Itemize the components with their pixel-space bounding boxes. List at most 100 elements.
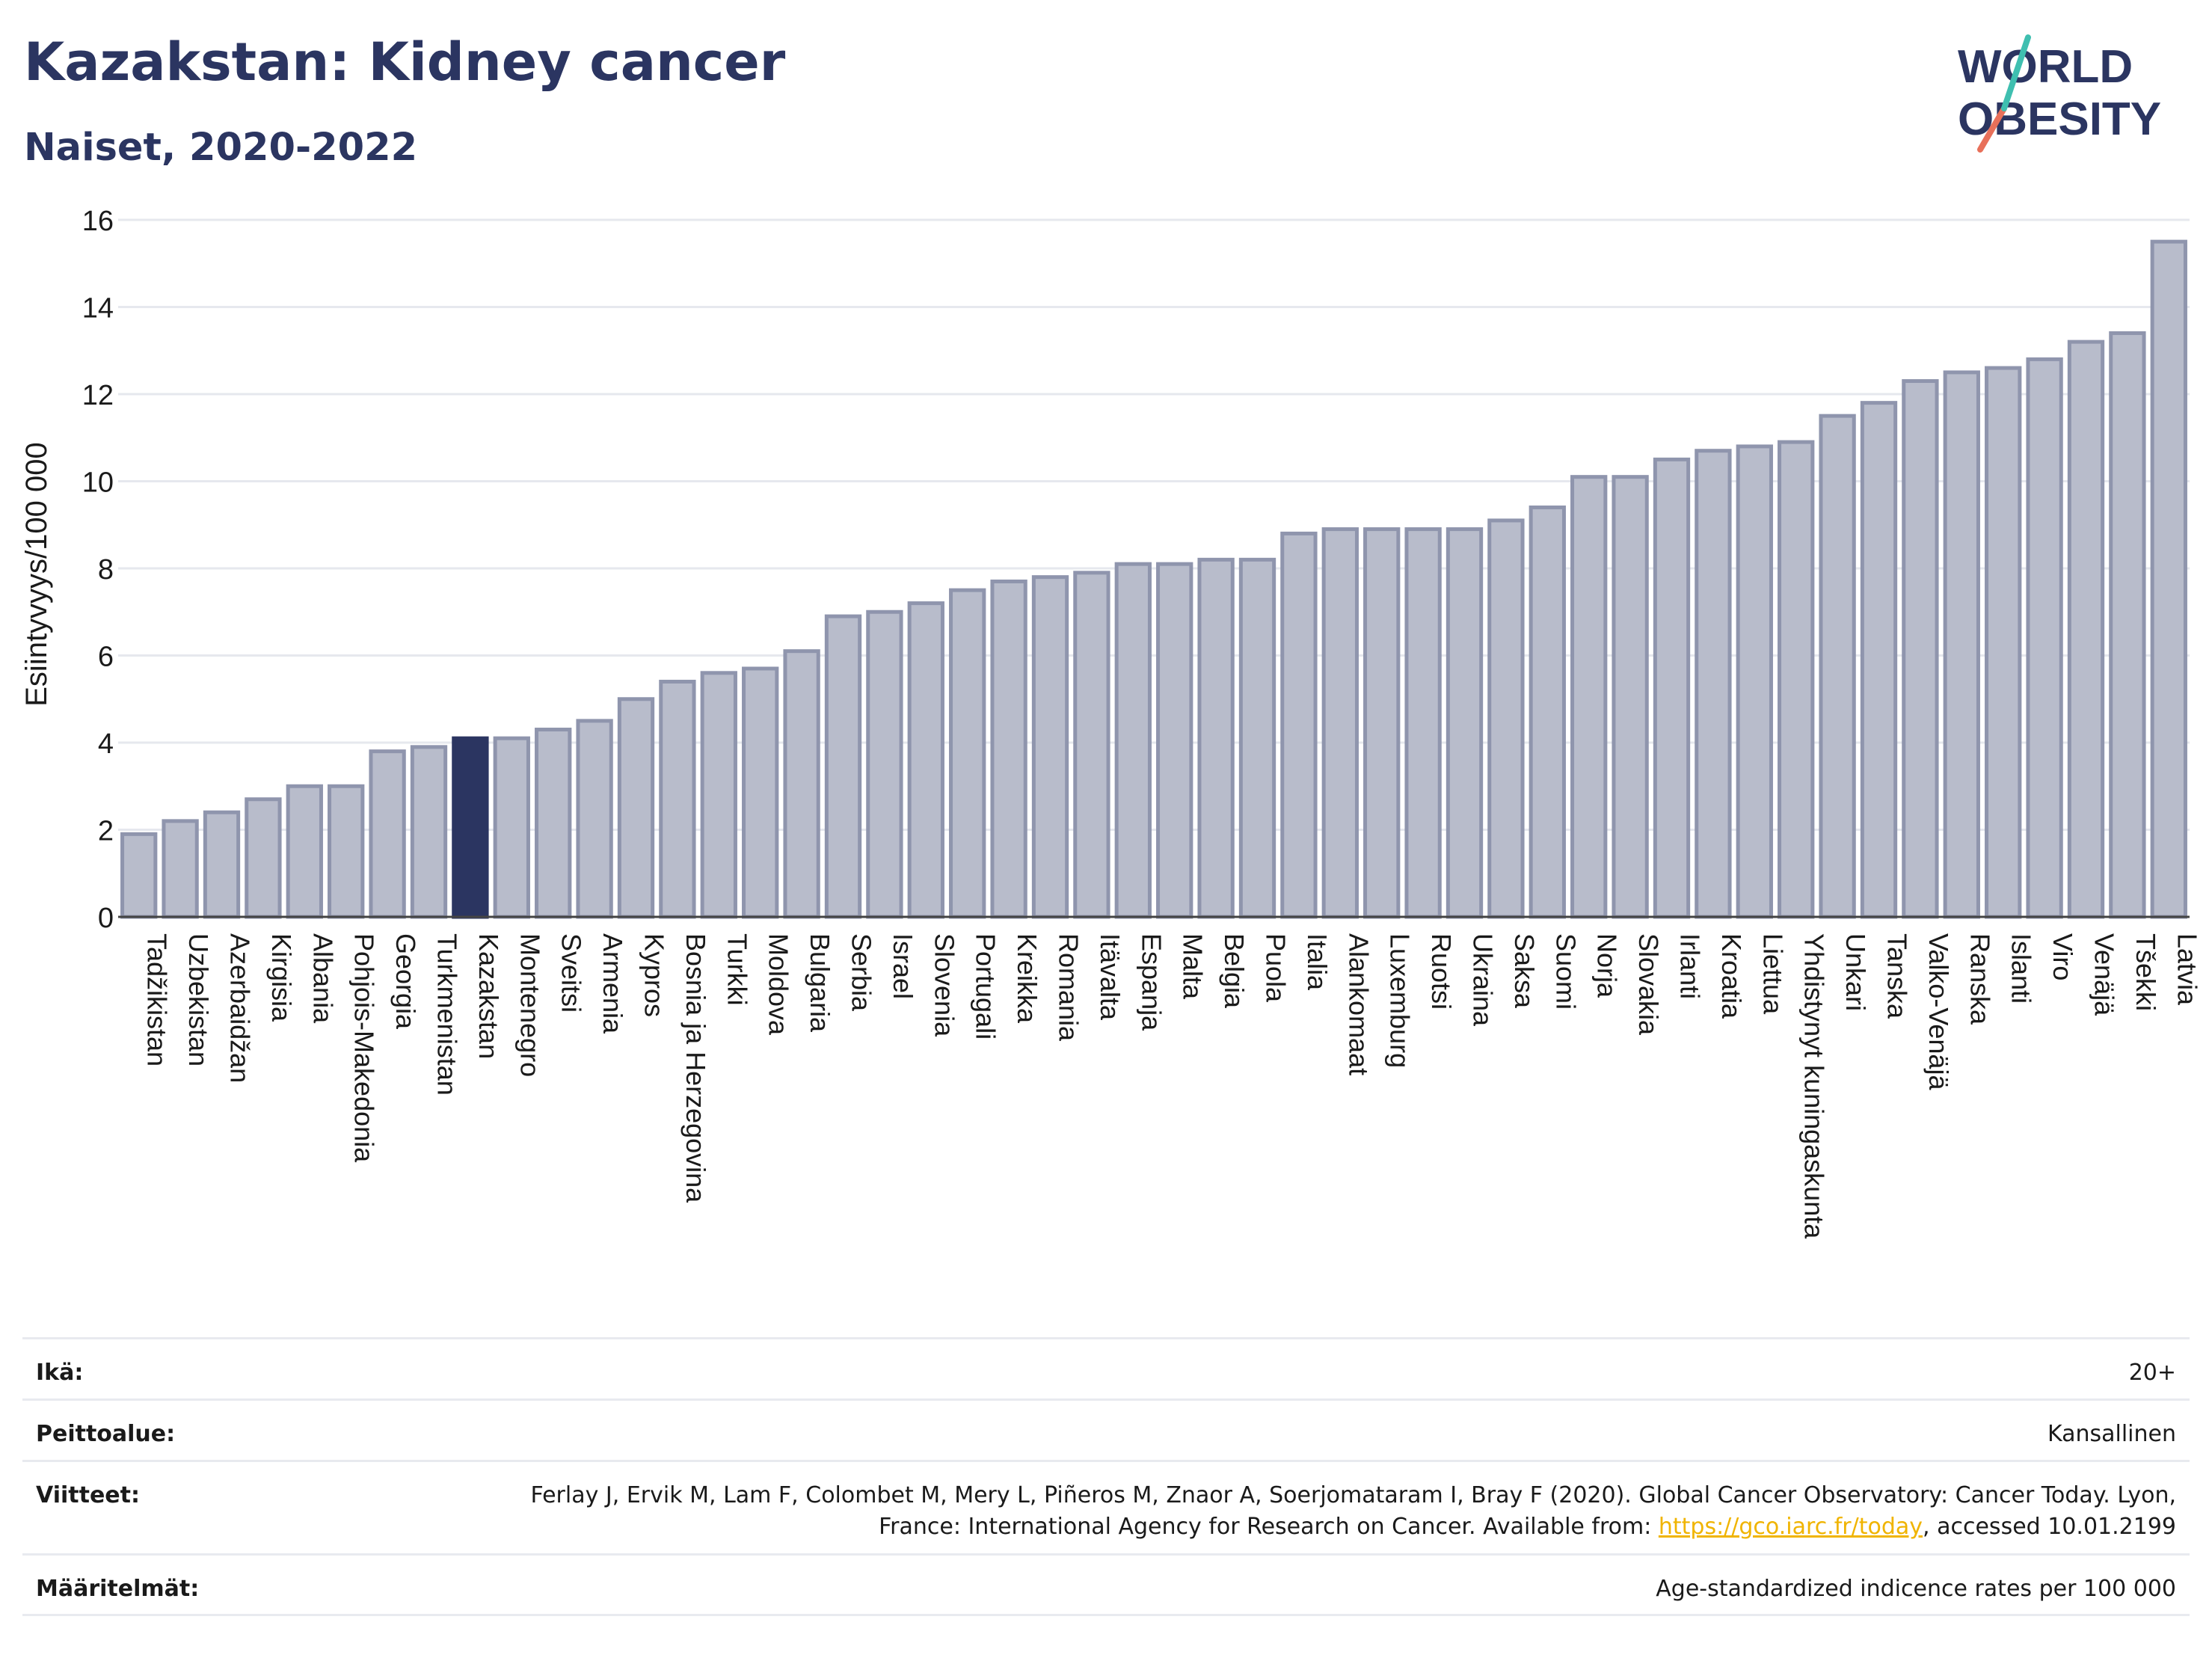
coverage-value: Kansallinen (2047, 1421, 2176, 1447)
x-tick-label: Yhdistynyt kuningaskunta (1799, 933, 1830, 1239)
chart-title: Kazakstan: Kidney cancer (24, 31, 786, 93)
world-obesity-logo: WORLD OBESITY (1958, 34, 2161, 153)
age-value: 20+ (2128, 1360, 2176, 1386)
y-tick-label: 0 (98, 903, 114, 934)
bar-14 (700, 671, 737, 919)
logo-line1: WORLD (1958, 41, 2133, 93)
y-tick-label: 2 (98, 816, 114, 847)
bar-5 (328, 784, 365, 919)
x-tick-label: Ruotsi (1426, 933, 1457, 1010)
y-tick-label: 4 (98, 728, 114, 760)
x-tick-label: Israel (888, 933, 918, 999)
x-tick-label: Albania (307, 933, 338, 1024)
bar-27 (1238, 557, 1276, 919)
x-tick-label: Bulgaria (805, 933, 835, 1033)
bar-35 (1570, 475, 1608, 919)
definitions-value: Age-standardized indicence rates per 100… (1656, 1576, 2176, 1602)
x-tick-label: Romania (1054, 933, 1084, 1042)
bar-10 (535, 728, 572, 919)
x-tick-label: Italia (1302, 933, 1333, 991)
bar-26 (1197, 557, 1235, 919)
x-tick-label: Islanti (2006, 933, 2037, 1004)
bar-chart: 0 2 4 6 8 10 12 14 16 Esiintyvyys/100 000 Tadžik… (20, 206, 2203, 1239)
bar-9 (493, 736, 530, 919)
bar-39 (1736, 444, 1773, 919)
bar-47 (2067, 340, 2105, 919)
x-tick-label: Portugali (971, 933, 1001, 1040)
bar-28 (1280, 531, 1318, 919)
bar-23 (1073, 571, 1110, 919)
coverage-row: Peittoalue: Kansallinen (22, 1398, 2190, 1460)
bar-16 (783, 649, 820, 919)
bar-8 (452, 736, 489, 919)
bar-41 (1819, 414, 1856, 919)
y-axis-label: Esiintyvyys/100 000 (20, 442, 53, 707)
bar-43 (1902, 379, 1939, 919)
bar-15 (742, 666, 779, 919)
x-tick-label: Slovakia (1633, 933, 1664, 1036)
x-tick-label: Ukraina (1468, 933, 1499, 1027)
bar-3 (245, 797, 282, 919)
definitions-label: Määritelmät: (36, 1576, 200, 1602)
bar-1 (162, 819, 199, 919)
chart-subtitle: Naiset, 2020-2022 (24, 126, 418, 170)
references-accessed: , accessed 10.01.2199 (1923, 1514, 2176, 1540)
x-tick-label: Luxemburg (1385, 933, 1416, 1068)
x-tick-label: Azerbaidžan (225, 933, 256, 1083)
bar-40 (1778, 440, 1815, 919)
references-text: Ferlay J, Ervik M, Lam F, Colombet M, Me… (530, 1482, 2176, 1540)
y-tick-label: 10 (82, 467, 114, 499)
x-tick-label: Unkari (1840, 933, 1871, 1011)
y-tick-label: 14 (82, 293, 114, 325)
x-tick-label: Serbia (847, 933, 877, 1012)
x-tick-label: Kazakstan (473, 933, 504, 1059)
bar-12 (617, 697, 655, 919)
age-row: Ikä: 20+ (22, 1337, 2190, 1398)
x-tick-label: Liettua (1757, 933, 1788, 1015)
bar-36 (1612, 475, 1649, 919)
bar-32 (1446, 527, 1484, 919)
x-tick-label: Tanska (1882, 933, 1913, 1019)
x-tick-label: Pohjois-Makedonia (349, 933, 380, 1163)
bar-24 (1114, 562, 1152, 919)
bar-49 (2150, 239, 2187, 919)
bar-30 (1363, 527, 1401, 919)
bar-25 (1156, 562, 1193, 919)
references-link[interactable]: https://gco.iarc.fr/today (1658, 1514, 1923, 1540)
y-axis-ticks: 0 2 4 6 8 10 12 14 16 (82, 206, 114, 934)
references-label: Viitteet: (36, 1482, 140, 1508)
references-row: Viitteet: Ferlay J, Ervik M, Lam F, Colo… (22, 1460, 2190, 1553)
bar-34 (1529, 505, 1566, 919)
x-tick-label: Irlanti (1675, 933, 1706, 999)
x-tick-label: Itävalta (1095, 933, 1125, 1021)
x-tick-label: Suomi (1550, 933, 1581, 1010)
age-label: Ikä: (36, 1360, 84, 1386)
x-tick-label: Espanja (1136, 933, 1167, 1031)
info-table: Ikä: 20+ Peittoalue: Kansallinen Viittee… (22, 1337, 2190, 1616)
y-tick-label: 12 (82, 380, 114, 411)
x-tick-label: Tadžikistan (142, 933, 173, 1066)
bar-22 (1031, 575, 1069, 919)
x-tick-label: Armenia (597, 933, 628, 1034)
logo-slash-coral (1977, 105, 2007, 153)
coverage-label: Peittoalue: (36, 1421, 176, 1447)
x-tick-label: Saksa (1509, 933, 1540, 1009)
x-tick-label: Puola (1261, 933, 1291, 1003)
bar-4 (286, 784, 323, 919)
x-tick-label: Belgia (1219, 933, 1250, 1009)
y-tick-label: 8 (98, 554, 114, 586)
bar-38 (1695, 449, 1732, 919)
x-tick-label: Turkmenistan (432, 933, 463, 1096)
x-tick-label: Kroatia (1716, 933, 1747, 1019)
bar-2 (203, 810, 241, 919)
logo-line2: OBESITY (1958, 93, 2161, 145)
bar-0 (120, 832, 158, 919)
bars (120, 239, 2187, 919)
x-axis-ticks: Tadžikistan Uzbekistan Azerbaidžan Kirgisia… (142, 933, 2203, 1239)
x-tick-label: Montenegro (514, 933, 545, 1077)
bar-44 (1943, 370, 1980, 919)
definitions-row: Määritelmät: Age-standardized indicence … (22, 1553, 2190, 1616)
x-tick-label: Sveitsi (556, 933, 587, 1013)
bar-37 (1653, 457, 1691, 919)
bar-21 (990, 579, 1027, 919)
